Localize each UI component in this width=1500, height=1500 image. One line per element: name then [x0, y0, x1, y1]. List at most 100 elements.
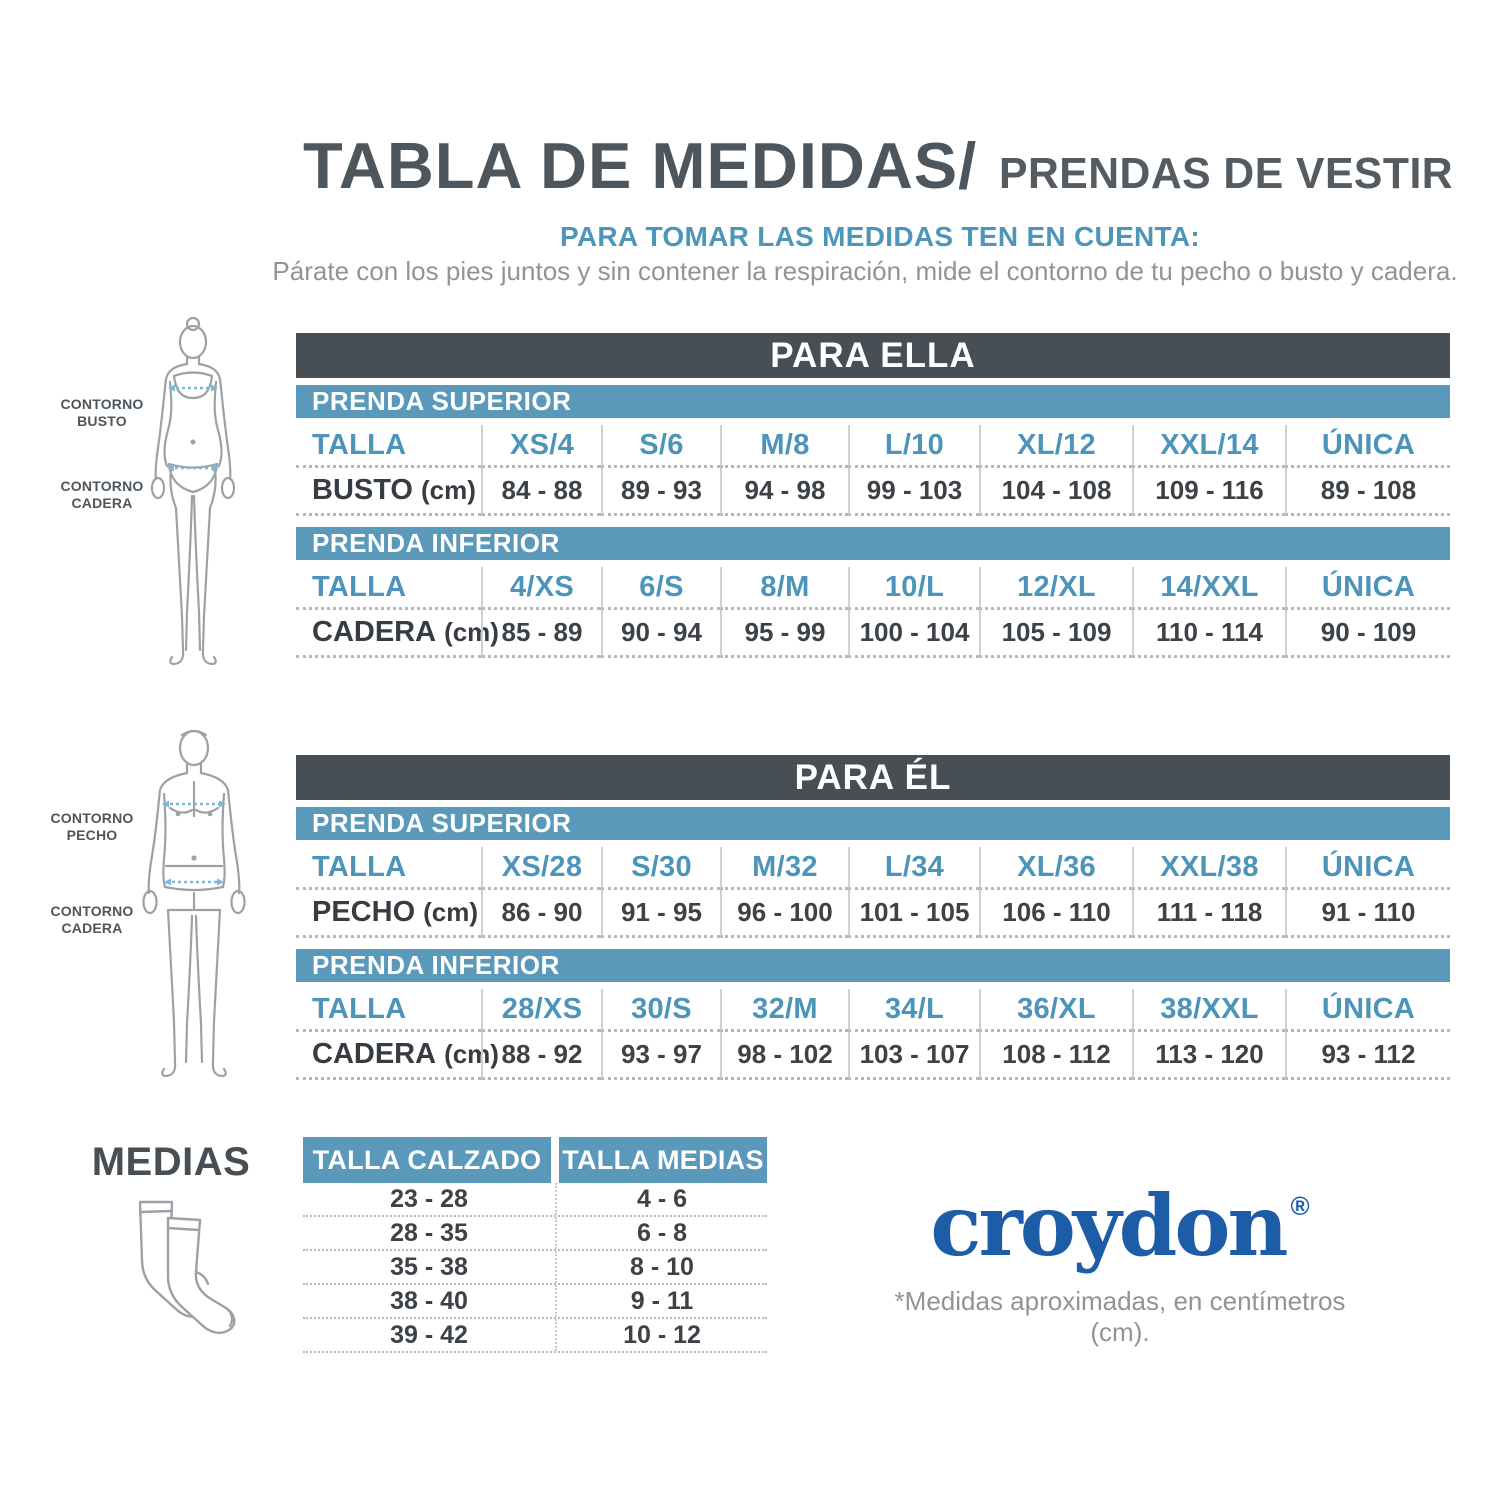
size-cell: 6/S [601, 567, 720, 610]
brand-block: croydon ® *Medidas aproximadas, en centím… [880, 1181, 1360, 1348]
measure-label: PECHO (cm) [296, 890, 481, 938]
size-row-el-inferior: TALLA 28/XS 30/S 32/M 34/L 36/XL 38/XXL … [296, 989, 1450, 1032]
brand-logo: croydon ® [880, 1181, 1360, 1270]
measure-name: CADERA [312, 1038, 437, 1070]
label-line: CADERA [61, 919, 123, 936]
size-cell: ÚNICA [1285, 989, 1450, 1032]
size-cell: XS/28 [481, 847, 601, 890]
band-ella-prenda-inferior: PRENDA INFERIOR [296, 527, 1450, 560]
value-cell: 113 - 120 [1132, 1032, 1285, 1080]
measure-label: BUSTO (cm) [296, 468, 481, 516]
size-cell: 10/L [848, 567, 979, 610]
measure-note-heading: PARA TOMAR LAS MEDIDAS TEN EN CUENTA: [559, 221, 1201, 252]
measure-label: CADERA (cm) [296, 1032, 499, 1080]
value-cell: 111 - 118 [1132, 890, 1285, 938]
page-title-main: TABLA DE MEDIDAS/ [303, 129, 978, 202]
label-line: CONTORNO [50, 810, 134, 826]
value-cell: 91 - 95 [601, 890, 720, 938]
medias-row: 23 - 28 4 - 6 [303, 1183, 767, 1217]
size-cell: 34/L [848, 989, 979, 1032]
value-row-ella-superior: BUSTO (cm) 84 - 88 89 - 93 94 - 98 99 - … [296, 468, 1450, 516]
medias-value: 10 - 12 [555, 1319, 767, 1351]
value-cell: 99 - 103 [848, 468, 979, 516]
size-cell: 38/XXL [1132, 989, 1285, 1032]
band-el-prenda-superior: PRENDA SUPERIOR [296, 807, 1450, 840]
value-cell: 96 - 100 [720, 890, 848, 938]
value-cell: 89 - 108 [1285, 468, 1450, 516]
size-cell: S/6 [601, 425, 720, 468]
measure-unit: (cm) [444, 617, 499, 647]
page-title: TABLA DE MEDIDAS/ PRENDAS DE VESTIR [303, 128, 1473, 203]
medias-value: 9 - 11 [555, 1285, 767, 1317]
size-cell: 4/XS [481, 567, 601, 610]
value-cell: 89 - 93 [601, 468, 720, 516]
value-cell: 90 - 109 [1285, 610, 1450, 658]
medias-heading: MEDIAS [91, 1140, 251, 1184]
table-title-para-el: PARA ÉL [296, 755, 1450, 800]
calzado-value: 38 - 40 [390, 1286, 468, 1315]
male-chest-contour-label: CONTORNO PECHO [42, 810, 142, 843]
value-cell: 98 - 102 [720, 1032, 848, 1080]
size-cell: M/32 [720, 847, 848, 890]
medias-table-header: TALLA CALZADO TALLA MEDIAS [303, 1137, 767, 1183]
value-cell: 110 - 114 [1132, 610, 1285, 658]
value-cell: 94 - 98 [720, 468, 848, 516]
measure-unit: (cm) [420, 475, 476, 505]
size-row-el-superior: TALLA XS/28 S/30 M/32 L/34 XL/36 XXL/38 … [296, 847, 1450, 890]
calzado-value: 35 - 38 [390, 1252, 468, 1281]
measure-unit: (cm) [444, 1039, 499, 1069]
measure-label: CADERA (cm) [296, 610, 499, 658]
size-row-ella-inferior: TALLA 4/XS 6/S 8/M 10/L 12/XL 14/XXL ÚNI… [296, 567, 1450, 610]
label-line: BUSTO [77, 412, 127, 429]
size-cell: 8/M [720, 567, 848, 610]
value-cell: 90 - 94 [601, 610, 720, 658]
size-cell: XS/4 [481, 425, 601, 468]
female-bust-contour-label: CONTORNO BUSTO [52, 396, 152, 429]
size-cell: 36/XL [979, 989, 1132, 1032]
value-cell: 106 - 110 [979, 890, 1132, 938]
brand-footnote: *Medidas aproximadas, en centímetros (cm… [894, 1286, 1346, 1348]
value-cell: 84 - 88 [481, 468, 601, 516]
medias-table-body: 23 - 28 4 - 6 28 - 35 6 - 8 35 - 38 8 - … [303, 1183, 767, 1353]
male-body-icon [122, 722, 267, 1092]
value-cell: 93 - 97 [601, 1032, 720, 1080]
size-cell: XXL/14 [1132, 425, 1285, 468]
size-cell: 14/XXL [1132, 567, 1285, 610]
value-cell: 86 - 90 [481, 890, 601, 938]
size-cell: XL/36 [979, 847, 1132, 890]
label-line: CONTORNO [50, 903, 134, 919]
medias-value: 6 - 8 [555, 1217, 767, 1249]
size-row-label: TALLA [296, 989, 481, 1032]
medias-row: 28 - 35 6 - 8 [303, 1217, 767, 1251]
value-row-el-inferior: CADERA (cm) 88 - 92 93 - 97 98 - 102 103… [296, 1032, 1450, 1080]
size-row-label: TALLA [296, 425, 481, 468]
calzado-value: 23 - 28 [390, 1184, 468, 1213]
value-cell: 103 - 107 [848, 1032, 979, 1080]
table-title-para-ella: PARA ELLA [296, 333, 1450, 378]
value-cell: 93 - 112 [1285, 1032, 1450, 1080]
male-hip-contour-label: CONTORNO CADERA [42, 903, 142, 936]
size-cell: ÚNICA [1285, 567, 1450, 610]
size-cell: 28/XS [481, 989, 601, 1032]
male-measure-lines [162, 800, 226, 886]
size-cell: 30/S [601, 989, 720, 1032]
value-cell: 105 - 109 [979, 610, 1132, 658]
medias-col-calzado: TALLA CALZADO [303, 1137, 551, 1183]
value-row-ella-inferior: CADERA (cm) 85 - 89 90 - 94 95 - 99 100 … [296, 610, 1450, 658]
value-cell: 85 - 89 [481, 610, 601, 658]
size-cell: XL/12 [979, 425, 1132, 468]
size-cell: XXL/38 [1132, 847, 1285, 890]
size-row-label: TALLA [296, 567, 481, 610]
measure-name: BUSTO [312, 474, 413, 506]
label-line: CADERA [71, 494, 133, 511]
calzado-value: 28 - 35 [390, 1218, 468, 1247]
female-hip-contour-label: CONTORNO CADERA [52, 478, 152, 511]
value-cell: 88 - 92 [481, 1032, 601, 1080]
female-body-icon [128, 316, 258, 681]
registered-trademark-icon: ® [1290, 1191, 1310, 1221]
measure-note-body: Párate con los pies juntos y sin contene… [272, 256, 1458, 286]
brand-name: croydon [930, 1176, 1288, 1275]
size-row-label: TALLA [296, 847, 481, 890]
value-cell: 109 - 116 [1132, 468, 1285, 516]
